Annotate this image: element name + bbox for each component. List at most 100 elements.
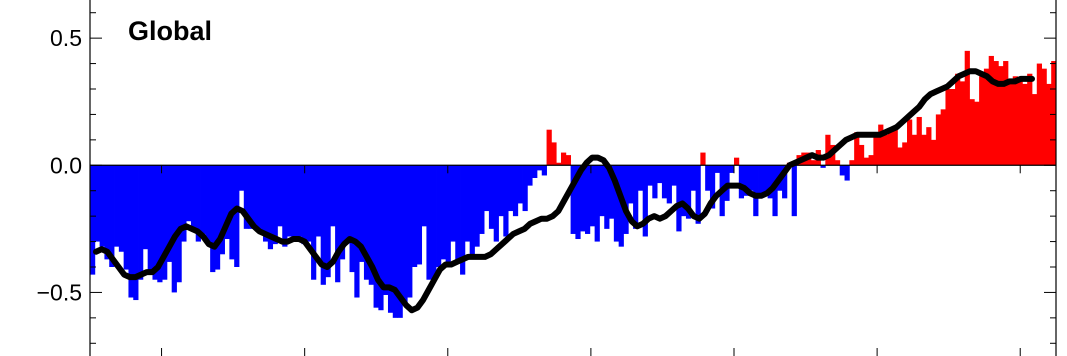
anomaly-bar — [152, 165, 158, 280]
anomaly-bar — [887, 129, 893, 166]
anomaly-bar — [604, 165, 610, 229]
anomaly-bar — [709, 165, 716, 209]
anomaly-bar — [657, 165, 663, 184]
anomaly-bar — [114, 165, 120, 247]
anomaly-bar — [998, 66, 1004, 166]
anomaly-bar — [858, 144, 865, 166]
anomaly-bar — [210, 165, 216, 273]
anomaly-bar — [431, 165, 437, 280]
anomaly-bar — [1012, 76, 1018, 166]
anomaly-bar — [162, 165, 168, 280]
anomaly-bar — [166, 165, 173, 262]
anomaly-bar — [527, 165, 533, 186]
anomaly-bar — [868, 155, 874, 166]
anomaly-bar — [282, 165, 288, 247]
anomaly-bar — [469, 165, 475, 257]
anomaly-bar — [219, 165, 225, 255]
anomaly-bar — [186, 165, 192, 222]
anomaly-bar — [849, 160, 855, 166]
anomaly-bar — [940, 109, 946, 166]
anomaly-bar — [488, 165, 495, 229]
anomaly-bars — [90, 50, 1057, 318]
anomaly-bar — [291, 165, 298, 237]
anomaly-bar — [661, 165, 668, 199]
anomaly-bar — [426, 165, 432, 280]
anomaly-bar — [195, 165, 201, 242]
anomaly-bar — [440, 165, 447, 260]
smoothed-series — [93, 68, 1035, 314]
anomaly-bar — [1022, 83, 1028, 166]
anomaly-bar — [474, 165, 480, 247]
anomaly-bar — [1031, 94, 1038, 166]
anomaly-bar — [138, 165, 144, 280]
anomaly-bar — [825, 134, 831, 166]
anomaly-bar — [762, 165, 769, 194]
anomaly-bar — [104, 165, 110, 260]
anomaly-bar — [613, 165, 620, 242]
anomaly-bar — [387, 165, 394, 313]
anomaly-bar — [575, 165, 581, 240]
anomaly-bar — [484, 165, 490, 212]
anomaly-bar — [190, 165, 197, 232]
anomaly-bar — [147, 165, 153, 275]
anomaly-bar — [983, 68, 990, 166]
anomaly-bar — [512, 165, 519, 217]
anomaly-bar — [993, 61, 999, 166]
anomaly-bar — [873, 132, 879, 166]
anomaly-bar — [878, 124, 884, 166]
anomaly-bar — [926, 127, 932, 166]
anomaly-bar — [157, 165, 163, 283]
anomaly-bar — [767, 165, 773, 199]
anomaly-bar — [974, 101, 980, 166]
anomaly-bar — [402, 165, 408, 306]
anomaly-bar — [224, 165, 230, 240]
anomaly-bar — [325, 165, 331, 278]
anomaly-bar — [931, 139, 937, 166]
anomaly-bar — [854, 132, 860, 166]
anomaly-bar — [205, 165, 211, 242]
anomaly-bar — [142, 165, 149, 250]
anomaly-bar — [892, 129, 898, 166]
anomaly-bar — [128, 165, 134, 298]
anomaly-bar — [306, 165, 312, 242]
anomaly-bar — [1051, 61, 1057, 166]
anomaly-bar — [844, 165, 850, 181]
y-tick-label: 0.5 — [50, 25, 82, 51]
anomaly-bar — [503, 165, 509, 237]
anomaly-bar — [416, 165, 423, 265]
anomaly-bar — [200, 165, 206, 234]
anomaly-bar — [628, 165, 634, 204]
anomaly-bar — [311, 165, 317, 280]
anomaly-bar — [253, 165, 259, 229]
anomaly-bar — [455, 165, 461, 262]
anomaly-bar — [109, 165, 115, 267]
anomaly-bar — [133, 165, 139, 301]
anomaly-bar — [315, 165, 322, 237]
anomaly-bar — [412, 165, 418, 267]
anomaly-bar — [594, 165, 600, 242]
anomaly-bar — [508, 165, 514, 212]
anomaly-bar — [1007, 78, 1014, 166]
anomaly-bar — [950, 89, 956, 166]
anomaly-bar — [349, 165, 355, 273]
anomaly-bar — [1046, 83, 1052, 166]
anomaly-bar — [392, 165, 398, 318]
anomaly-bar — [729, 165, 735, 173]
anomaly-bar — [90, 165, 96, 275]
anomaly-bar — [407, 165, 413, 298]
anomaly-bar — [171, 165, 177, 293]
anomaly-bar — [1027, 73, 1033, 166]
anomaly-bar — [589, 165, 596, 227]
anomaly-bar — [955, 73, 961, 166]
anomaly-bar — [685, 165, 692, 219]
anomaly-bar — [498, 165, 504, 217]
anomaly-bar — [344, 165, 350, 242]
anomaly-bar — [517, 165, 523, 204]
anomaly-bar — [839, 165, 845, 176]
anomaly-bar — [267, 165, 274, 250]
anomaly-bar — [585, 165, 591, 234]
anomaly-bar — [748, 165, 754, 191]
anomaly-bar — [676, 165, 682, 232]
anomaly-bar — [633, 165, 639, 229]
anomaly-bar — [979, 76, 985, 166]
